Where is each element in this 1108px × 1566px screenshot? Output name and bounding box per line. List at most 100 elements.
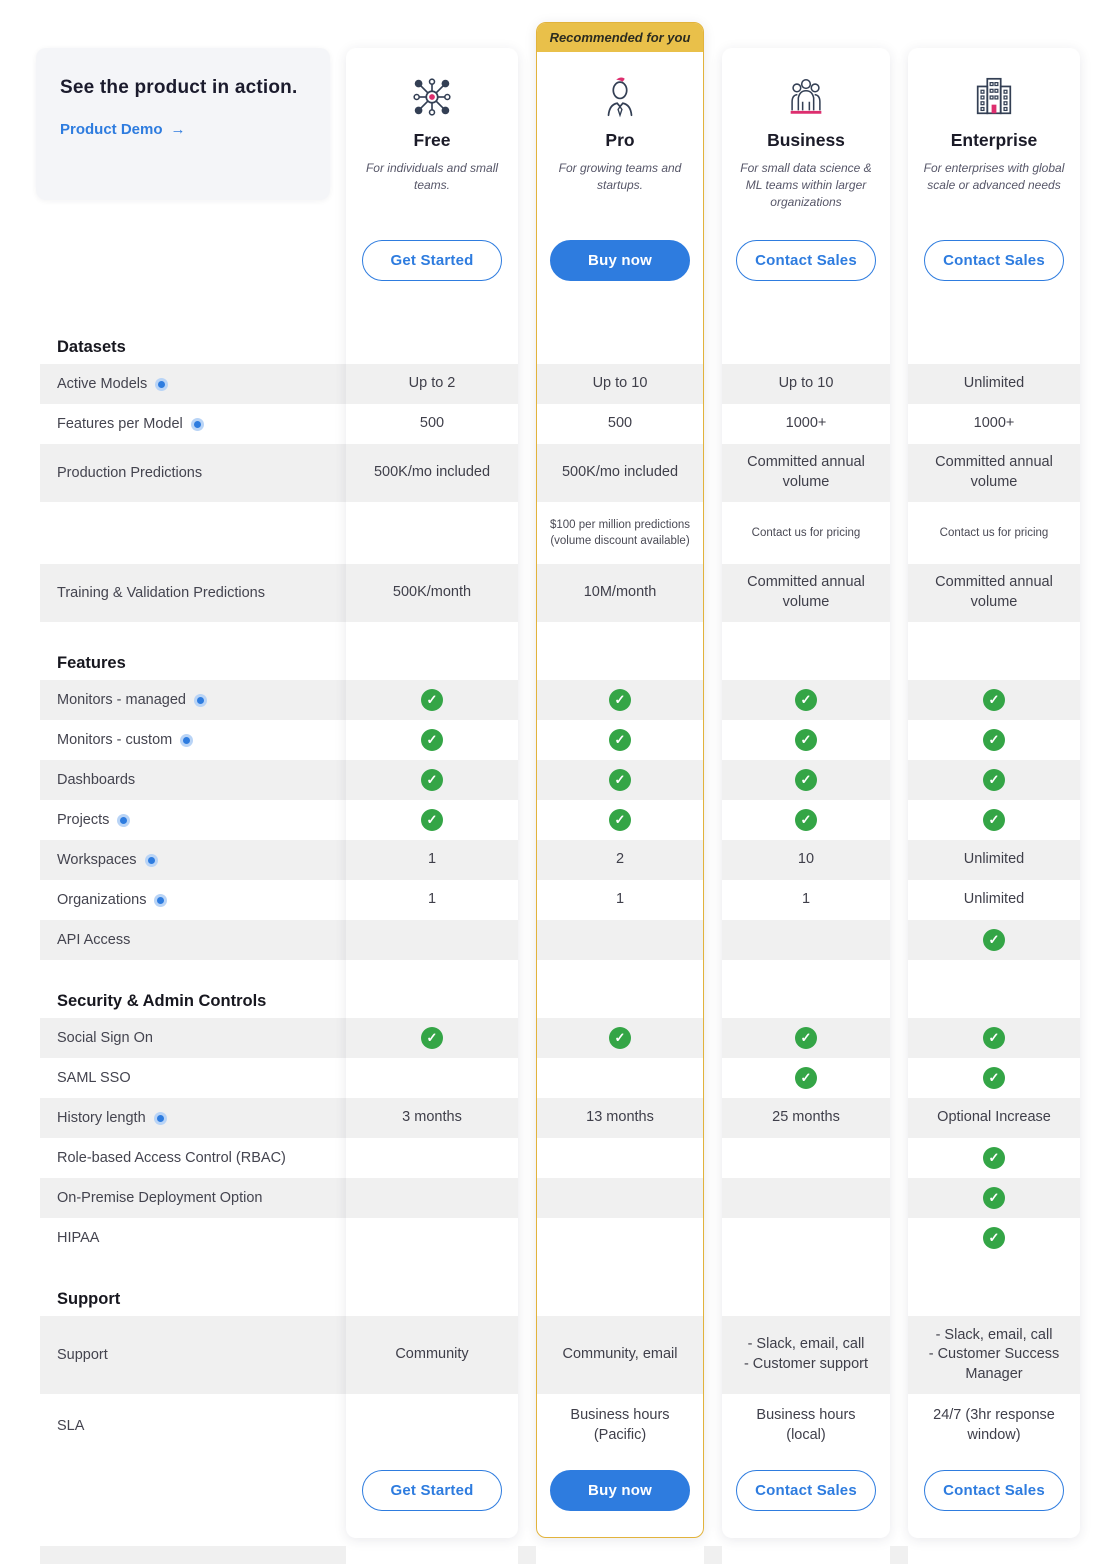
- plan-value-cell: Community, email: [536, 1316, 704, 1394]
- plan-value-cell: Business hours (local): [722, 1394, 890, 1458]
- check-icon: ✓: [795, 729, 817, 751]
- plan-value-cell: Committed annual volume: [908, 444, 1080, 502]
- cell-value: Unlimited: [963, 851, 1025, 868]
- check-icon: ✓: [983, 729, 1005, 751]
- plan-value-cell: 500K/mo included: [346, 444, 518, 502]
- plan-header-row: Free For individuals and small teams. Ge…: [40, 48, 1080, 330]
- row-label: Role-based Access Control (RBAC): [57, 1150, 286, 1166]
- plan-value-cell: 2: [536, 840, 704, 880]
- plan-value-cell: ✓: [536, 720, 704, 760]
- plan-value-cell: ✓: [346, 720, 518, 760]
- row-label: Training & Validation Predictions: [40, 564, 346, 622]
- person-icon: [597, 72, 643, 122]
- plan-value-cell: [346, 1178, 518, 1218]
- contact-sales-button[interactable]: Contact Sales: [736, 1470, 876, 1511]
- check-icon: ✓: [609, 729, 631, 751]
- plan-value-cell: [346, 1058, 518, 1098]
- comparison-table: Free For individuals and small teams. Ge…: [40, 48, 1080, 1538]
- plan-value-cell: Committed annual volume: [722, 444, 890, 502]
- section-heading: Support: [57, 1289, 121, 1308]
- info-icon[interactable]: [144, 853, 158, 867]
- plan-value-cell: Contact us for pricing: [722, 502, 890, 564]
- section-heading-row: Support: [40, 1282, 1080, 1316]
- plan-value-cell: Committed annual volume: [908, 564, 1080, 622]
- info-icon[interactable]: [190, 417, 204, 431]
- cell-value: Contact us for pricing: [751, 526, 861, 539]
- check-icon: ✓: [609, 689, 631, 711]
- plan-value-cell: 13 months: [536, 1098, 704, 1138]
- buy-now-button[interactable]: Buy now: [550, 1470, 690, 1511]
- info-icon[interactable]: [154, 893, 168, 907]
- check-icon: ✓: [421, 769, 443, 791]
- row-label: Organizations: [40, 880, 346, 920]
- check-icon: ✓: [983, 769, 1005, 791]
- contact-sales-button[interactable]: Contact Sales: [736, 240, 876, 281]
- product-demo-link-label: Product Demo: [60, 120, 163, 138]
- plan-value-cell: - Slack, email, call - Customer support: [722, 1316, 890, 1394]
- table-row: API Access ✓: [40, 920, 1080, 960]
- info-icon[interactable]: [193, 693, 207, 707]
- plan-value-cell: 10M/month: [536, 564, 704, 622]
- info-icon[interactable]: [155, 377, 169, 391]
- network-icon: [409, 72, 455, 122]
- check-icon: ✓: [795, 1067, 817, 1089]
- cell-value: 500K/mo included: [561, 464, 679, 481]
- section-heading-row: Features: [40, 646, 1080, 680]
- row-label: History length: [40, 1098, 346, 1138]
- table-row: Organizations 1 1 1 Unlimited: [40, 880, 1080, 920]
- get-started-button[interactable]: Get Started: [362, 240, 502, 281]
- get-started-button[interactable]: Get Started: [362, 1470, 502, 1511]
- table-row: Projects ✓ ✓ ✓ ✓: [40, 800, 1080, 840]
- plan-value-cell: 500K/month: [346, 564, 518, 622]
- plan-value-cell: ✓: [346, 680, 518, 720]
- cell-value: 1: [427, 891, 437, 908]
- plan-value-cell: [722, 1138, 890, 1178]
- plan-value-cell: Unlimited: [908, 880, 1080, 920]
- row-label: API Access: [40, 920, 346, 960]
- row-label: Monitors - custom: [40, 720, 346, 760]
- plan-footer-row: Get Started Buy now Contact Sales Contac…: [40, 1458, 1080, 1538]
- row-label: Workspaces: [40, 840, 346, 880]
- header-spacer: [40, 48, 346, 330]
- plan-value-cell: [536, 1138, 704, 1178]
- info-icon[interactable]: [153, 1111, 167, 1125]
- plan-value-cell: Up to 2: [346, 364, 518, 404]
- comparison-table-body: Datasets Active Models Up to 2 Up to 10 Up t…: [40, 330, 1080, 1458]
- cell-value: 24/7 (3hr response window): [933, 1407, 1055, 1443]
- check-icon: ✓: [983, 929, 1005, 951]
- row-label: Production Predictions: [40, 444, 346, 502]
- check-icon: ✓: [795, 1027, 817, 1049]
- info-icon[interactable]: [117, 813, 131, 827]
- cell-value: 1: [427, 851, 437, 868]
- plan-value-cell: ✓: [722, 1018, 890, 1058]
- plan-value-cell: Community: [346, 1316, 518, 1394]
- cell-value: - Slack, email, call - Customer support: [743, 1336, 869, 1372]
- contact-sales-button[interactable]: Contact Sales: [924, 240, 1064, 281]
- cell-value: 1: [615, 891, 625, 908]
- row-label: SAML SSO: [57, 1070, 131, 1086]
- check-icon: ✓: [983, 1147, 1005, 1169]
- plan-value-cell: 1: [346, 840, 518, 880]
- info-icon[interactable]: [180, 733, 194, 747]
- row-label: Social Sign On: [40, 1018, 346, 1058]
- row-label: Features per Model: [40, 404, 346, 444]
- contact-sales-button[interactable]: Contact Sales: [924, 1470, 1064, 1511]
- table-row: Support Community Community, email - Slack,…: [40, 1316, 1080, 1394]
- cell-value: Committed annual volume: [747, 574, 865, 610]
- section-heading: Datasets: [57, 337, 126, 356]
- plan-value-cell: [346, 1394, 518, 1458]
- table-row: $100 per million predictions (volume dis…: [40, 502, 1080, 564]
- check-icon: ✓: [421, 1027, 443, 1049]
- plan-value-cell: Optional Increase: [908, 1098, 1080, 1138]
- plan-value-cell: [536, 1058, 704, 1098]
- plan-value-cell: Business hours (Pacific): [536, 1394, 704, 1458]
- plan-value-cell: ✓: [908, 760, 1080, 800]
- plan-header-business: Business For small data science & ML tea…: [722, 48, 890, 330]
- plan-value-cell: ✓: [536, 760, 704, 800]
- product-demo-link[interactable]: Product Demo →: [60, 121, 186, 138]
- plan-value-cell: ✓: [722, 720, 890, 760]
- cell-value: Committed annual volume: [747, 454, 865, 490]
- plan-value-cell: ✓: [346, 800, 518, 840]
- plan-value-cell: [536, 920, 704, 960]
- buy-now-button[interactable]: Buy now: [550, 240, 690, 281]
